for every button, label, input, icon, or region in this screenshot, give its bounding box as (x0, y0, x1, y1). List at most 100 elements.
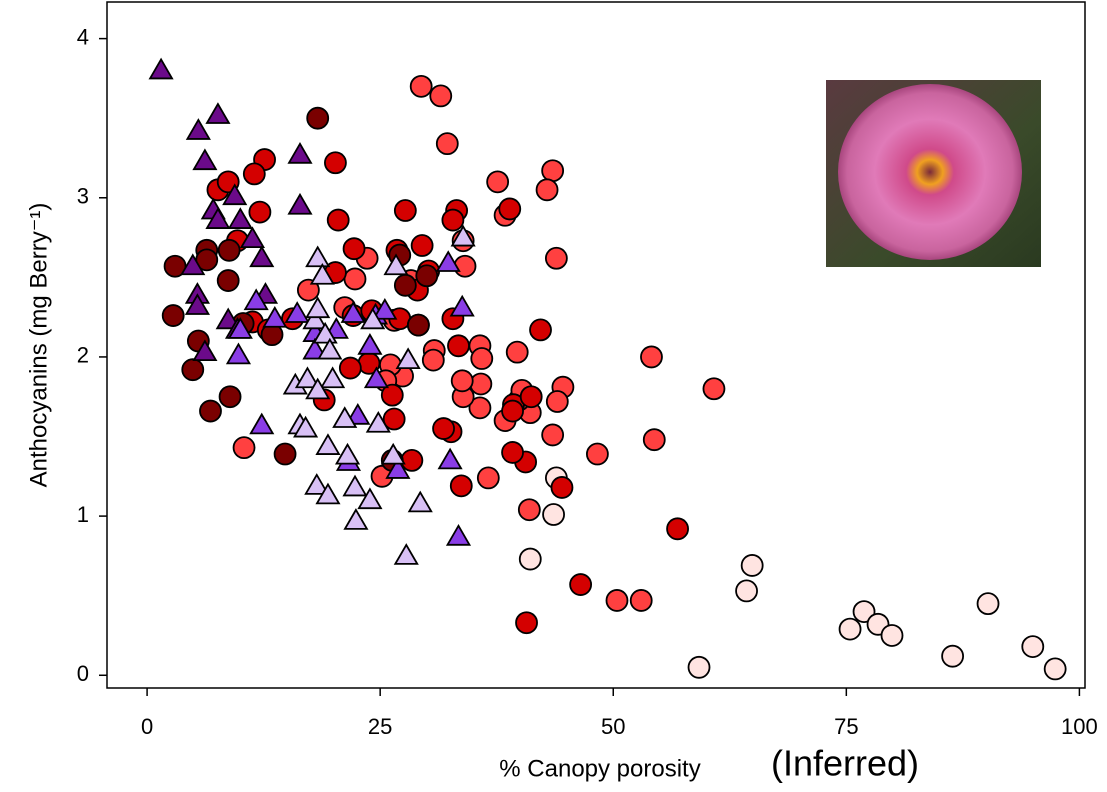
point (326, 208, 350, 232)
point (249, 245, 275, 268)
point (372, 297, 398, 320)
point (518, 547, 542, 571)
point (517, 498, 541, 522)
point (449, 294, 475, 317)
point (880, 624, 904, 647)
point (605, 589, 629, 612)
point (284, 301, 310, 323)
point (382, 407, 406, 431)
point (393, 543, 419, 565)
point (315, 482, 341, 505)
point (740, 554, 764, 577)
point (453, 254, 477, 278)
point (486, 170, 510, 194)
point (415, 264, 439, 288)
point (435, 250, 461, 272)
point (541, 159, 565, 183)
point (334, 442, 361, 465)
point (199, 399, 222, 423)
x-tick-label: 25 (368, 714, 392, 739)
point (287, 192, 313, 215)
point (666, 517, 689, 541)
point (395, 347, 421, 370)
point (293, 415, 319, 438)
point (429, 84, 453, 108)
point (360, 307, 386, 330)
point (498, 197, 522, 221)
point (519, 385, 543, 409)
point (181, 358, 205, 382)
point (262, 305, 288, 328)
point (239, 226, 266, 249)
point (312, 321, 338, 344)
point (535, 178, 559, 202)
point (161, 304, 185, 327)
point (409, 74, 433, 98)
x-tick-label: 100 (1061, 714, 1098, 739)
point (515, 611, 538, 635)
point (735, 579, 758, 603)
point (342, 237, 366, 261)
point (505, 340, 529, 364)
point (148, 57, 174, 80)
point (332, 406, 358, 428)
point (342, 474, 368, 497)
point (192, 339, 218, 362)
point (470, 347, 494, 370)
point (343, 508, 369, 530)
point (243, 288, 269, 311)
point (450, 224, 476, 247)
point (432, 417, 455, 440)
flower-photo (826, 80, 1041, 267)
point (469, 372, 493, 396)
point (320, 366, 346, 389)
point (205, 102, 231, 124)
point (345, 403, 371, 425)
point (529, 318, 552, 342)
point (385, 457, 411, 479)
point (249, 412, 275, 435)
point (410, 234, 434, 257)
point (305, 377, 331, 400)
point (302, 307, 328, 330)
point (365, 410, 391, 433)
y-tick-label: 3 (77, 184, 89, 209)
plot-frame (106, 1, 1086, 689)
point (218, 385, 242, 409)
point (306, 106, 330, 130)
x-axis-label: % Canopy porosity (499, 755, 700, 782)
point (215, 307, 241, 330)
point (437, 447, 463, 470)
point (435, 132, 459, 156)
point (545, 390, 569, 413)
point (315, 433, 341, 455)
point (222, 183, 248, 206)
point (338, 356, 362, 380)
point (216, 269, 240, 292)
point (702, 377, 726, 401)
point (273, 442, 297, 466)
point (541, 423, 565, 447)
point (445, 523, 472, 546)
point (340, 301, 366, 323)
annotation: (Inferred) (771, 743, 919, 784)
point (640, 345, 663, 369)
point (450, 369, 474, 393)
point (248, 200, 272, 224)
point (569, 573, 593, 596)
point (380, 383, 404, 407)
y-tick-label: 4 (77, 24, 89, 49)
point (363, 366, 390, 389)
point (217, 238, 241, 262)
point (232, 436, 256, 460)
point (393, 199, 417, 222)
point (406, 313, 430, 337)
point (184, 293, 210, 315)
point (976, 592, 1000, 616)
point (476, 466, 500, 490)
point (544, 246, 568, 270)
point (383, 253, 409, 276)
point (296, 278, 320, 302)
x-tick-label: 75 (834, 714, 858, 739)
point (205, 207, 231, 229)
